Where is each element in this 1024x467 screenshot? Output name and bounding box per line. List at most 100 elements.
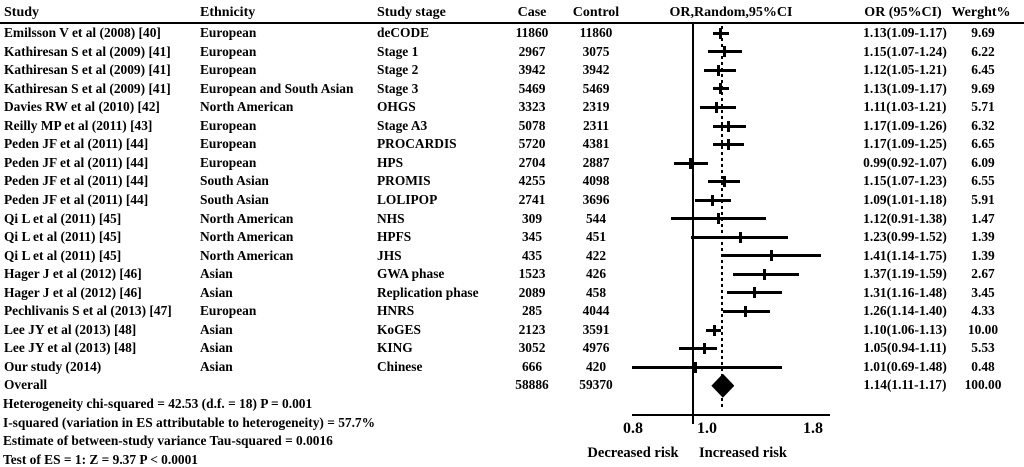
stage-cell: Stage 3 <box>377 80 419 96</box>
column-header-study: Study <box>4 5 40 20</box>
ethnicity-cell: Asian <box>200 321 233 337</box>
overall-label: Overall <box>4 377 48 393</box>
footnote-tau-squared: Estimate of between-study variance Tau-s… <box>3 433 333 448</box>
case-cell: 2967 <box>518 43 546 59</box>
stage-cell: HPS <box>377 154 404 170</box>
weight-cell: 1.47 <box>971 210 995 226</box>
case-cell: 2123 <box>518 321 546 337</box>
control-cell: 422 <box>585 247 607 263</box>
control-cell: 3591 <box>582 321 610 337</box>
stage-cell: HPFS <box>377 229 412 245</box>
control-cell: 4098 <box>582 173 610 189</box>
study-cell: Qi L et al (2011) [45] <box>4 229 122 245</box>
study-cell: Reilly MP et al (2011) [43] <box>4 117 153 133</box>
or-ci-cell: 1.01(0.69-1.48) <box>863 358 947 374</box>
x-axis-tick-1.0: 1.0 <box>697 420 717 437</box>
weight-cell: 6.65 <box>971 136 995 152</box>
study-cell: Lee JY et al (2013) [48] <box>4 321 137 337</box>
ethnicity-cell: European <box>200 117 257 133</box>
point-estimate-tick <box>693 361 697 373</box>
stage-cell: OHGS <box>377 99 416 115</box>
point-estimate-tick <box>727 139 731 151</box>
case-cell: 285 <box>521 303 543 319</box>
study-cell: Kathiresan S et al (2009) [41] <box>4 43 171 59</box>
weight-cell: 6.09 <box>971 154 995 170</box>
ethnicity-cell: European <box>200 154 257 170</box>
ci-line <box>632 365 783 369</box>
case-cell: 2741 <box>518 191 546 207</box>
case-cell: 5469 <box>518 80 546 96</box>
ethnicity-cell: European <box>200 25 257 40</box>
stage-cell: KoGES <box>377 321 421 337</box>
study-cell: Davies RW et al (2010) [42] <box>4 99 160 115</box>
point-estimate-tick <box>719 27 723 39</box>
ethnicity-cell: North American <box>200 229 294 245</box>
ethnicity-cell: Asian <box>200 340 233 356</box>
increased-risk-label: Increased risk <box>699 445 787 461</box>
ethnicity-cell: European <box>200 43 257 59</box>
point-estimate-tick <box>763 268 767 280</box>
stage-cell: Stage 1 <box>377 43 419 59</box>
ci-line <box>678 347 717 351</box>
or-ci-cell: 1.17(1.09-1.26) <box>863 117 947 133</box>
stage-cell: deCODE <box>377 25 430 40</box>
point-estimate-tick <box>744 306 748 318</box>
column-header-control: Control <box>572 5 620 20</box>
reference-line-or-1 <box>692 24 694 424</box>
weight-cell: 2.67 <box>971 266 995 282</box>
case-cell: 345 <box>521 229 543 245</box>
stage-cell: PROMIS <box>377 173 431 189</box>
or-ci-cell: 1.05(0.94-1.11) <box>863 340 947 356</box>
point-estimate-tick <box>769 250 773 262</box>
weight-cell: 6.55 <box>971 173 995 189</box>
weight-cell: 6.32 <box>971 117 995 133</box>
ethnicity-cell: European <box>200 62 257 78</box>
or-ci-cell: 1.15(1.07-1.23) <box>863 173 947 189</box>
weight-cell: 6.22 <box>971 43 995 59</box>
study-cell: Kathiresan S et al (2009) [41] <box>4 80 171 96</box>
x-axis-tick-1.8: 1.8 <box>803 420 823 437</box>
case-cell: 666 <box>521 358 543 374</box>
study-cell: Lee JY et al (2013) [48] <box>4 340 137 356</box>
control-cell: 5469 <box>582 80 610 96</box>
stage-cell: Chinese <box>377 358 423 374</box>
control-cell: 4044 <box>582 303 610 319</box>
point-estimate-tick <box>723 46 727 58</box>
case-cell: 58886 <box>515 377 549 393</box>
case-cell: 4255 <box>518 173 546 189</box>
point-estimate-tick <box>702 343 706 355</box>
stage-cell: NHS <box>377 210 405 226</box>
stage-cell: GWA phase <box>377 266 445 282</box>
stage-cell: PROCARDIS <box>377 136 457 152</box>
ethnicity-cell: North American <box>200 247 294 263</box>
ethnicity-cell: North American <box>200 99 294 115</box>
or-ci-cell: 1.41(1.14-1.75) <box>863 247 947 263</box>
case-cell: 5078 <box>518 117 546 133</box>
stage-cell: Stage A3 <box>377 117 428 133</box>
control-cell: 451 <box>585 229 607 245</box>
ethnicity-cell: Asian <box>200 358 233 374</box>
ethnicity-cell: North American <box>200 210 294 226</box>
point-estimate-tick <box>715 101 719 113</box>
overall-diamond <box>711 373 735 398</box>
point-estimate-tick <box>717 64 721 76</box>
column-header-or: OR (95%CI) <box>864 5 942 20</box>
case-cell: 2089 <box>518 284 546 300</box>
weight-cell: 5.71 <box>971 99 995 115</box>
study-cell: Emilsson V et al (2008) [40] <box>4 25 161 40</box>
point-estimate-tick <box>738 231 742 243</box>
column-header-plot: OR,Random,95%CI <box>669 5 793 20</box>
ethnicity-cell: European <box>200 136 257 152</box>
footnote-test-of-es: Test of ES = 1: Z = 9.37 P < 0.0001 <box>3 451 198 467</box>
or-ci-cell: 1.13(1.09-1.17) <box>863 80 947 96</box>
decreased-risk-label: Decreased risk <box>587 445 679 461</box>
study-cell: Pechlivanis S et al (2013) [47] <box>4 303 172 319</box>
or-ci-cell: 1.26(1.14-1.40) <box>863 303 947 319</box>
stage-cell: Stage 2 <box>377 62 419 78</box>
or-ci-cell: 1.37(1.19-1.59) <box>863 266 947 282</box>
or-ci-cell: 1.17(1.09-1.25) <box>863 136 947 152</box>
ethnicity-cell: South Asian <box>200 191 269 207</box>
footnote-i-squared: I-squared (variation in ES attributable … <box>3 414 376 430</box>
weight-cell: 5.91 <box>971 191 995 207</box>
